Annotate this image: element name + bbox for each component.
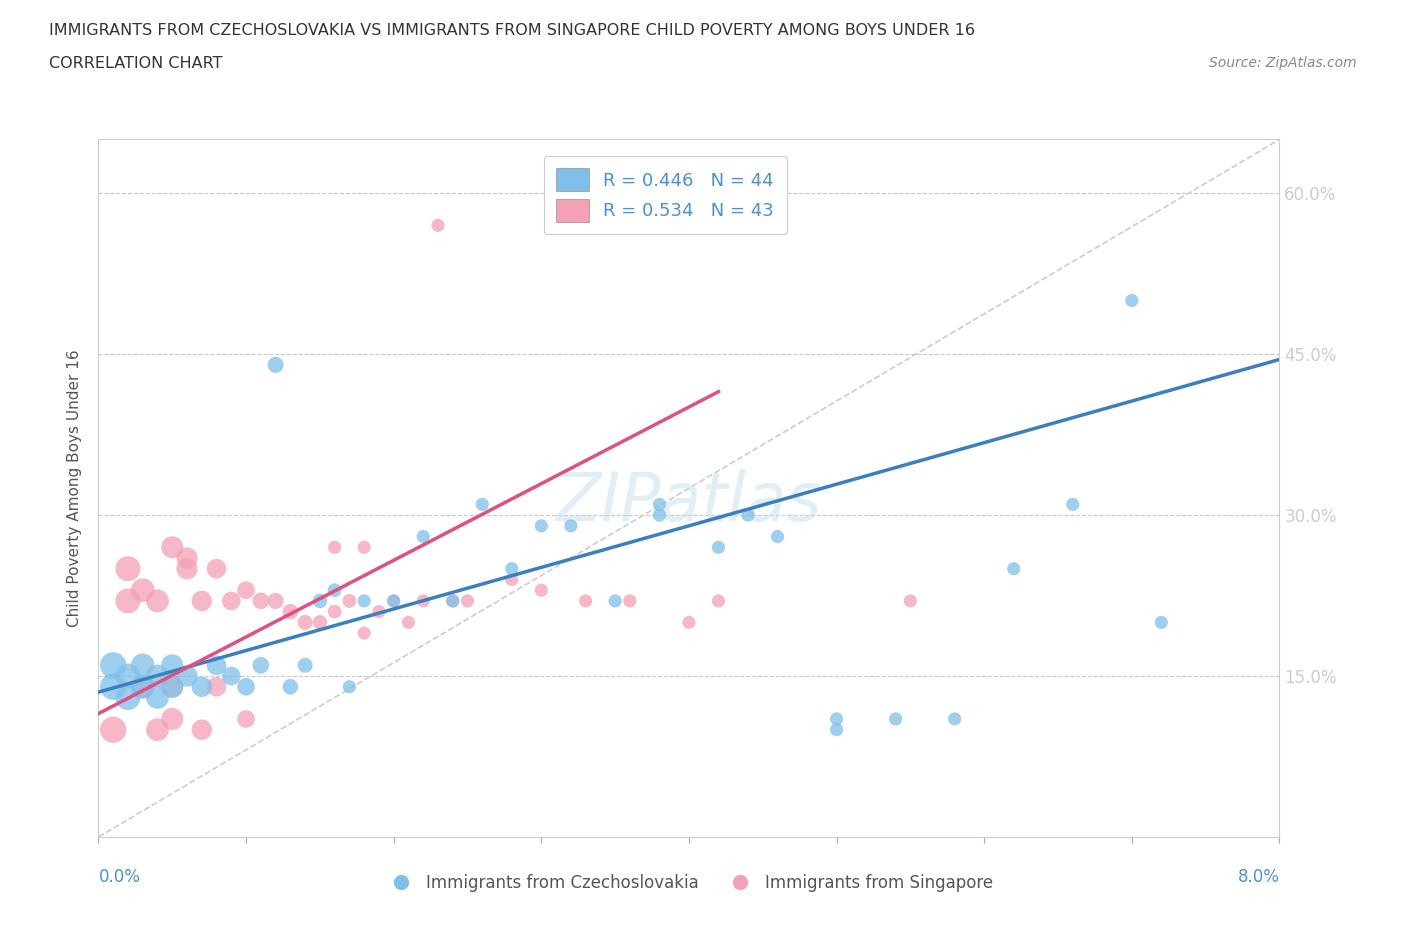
Point xyxy=(117,669,139,684)
Point xyxy=(264,357,287,372)
Point xyxy=(162,539,183,554)
Point xyxy=(707,593,730,608)
Point xyxy=(323,539,346,554)
Text: ZIPatlas: ZIPatlas xyxy=(555,470,823,535)
Point xyxy=(501,562,523,577)
Point xyxy=(426,218,449,232)
Point xyxy=(456,593,478,608)
Point xyxy=(250,593,273,608)
Point xyxy=(884,711,907,726)
Point xyxy=(117,690,139,705)
Point xyxy=(191,679,214,694)
Point xyxy=(530,518,553,533)
Point xyxy=(146,669,169,684)
Point xyxy=(1062,497,1084,512)
Text: CORRELATION CHART: CORRELATION CHART xyxy=(49,56,222,71)
Point xyxy=(103,679,125,694)
Point xyxy=(162,679,183,694)
Point xyxy=(162,711,183,726)
Point xyxy=(648,508,671,523)
Point xyxy=(191,593,214,608)
Point xyxy=(132,679,155,694)
Point xyxy=(132,583,155,598)
Point xyxy=(382,593,405,608)
Point xyxy=(412,529,434,544)
Point xyxy=(337,593,360,608)
Point xyxy=(235,679,257,694)
Point xyxy=(205,562,228,577)
Point xyxy=(1002,562,1025,577)
Point xyxy=(162,658,183,672)
Point xyxy=(560,518,582,533)
Point xyxy=(943,711,966,726)
Point xyxy=(825,711,848,726)
Point xyxy=(250,658,273,672)
Y-axis label: Child Poverty Among Boys Under 16: Child Poverty Among Boys Under 16 xyxy=(67,350,83,627)
Point xyxy=(323,604,346,619)
Point xyxy=(353,626,375,641)
Point xyxy=(278,604,302,619)
Point xyxy=(441,593,464,608)
Text: IMMIGRANTS FROM CZECHOSLOVAKIA VS IMMIGRANTS FROM SINGAPORE CHILD POVERTY AMONG : IMMIGRANTS FROM CZECHOSLOVAKIA VS IMMIGR… xyxy=(49,23,976,38)
Point xyxy=(146,593,169,608)
Point xyxy=(501,572,523,587)
Point xyxy=(205,658,228,672)
Point xyxy=(294,658,316,672)
Point xyxy=(264,593,287,608)
Point xyxy=(308,615,332,630)
Point xyxy=(441,593,464,608)
Point xyxy=(619,593,641,608)
Point xyxy=(337,679,360,694)
Point xyxy=(162,679,183,694)
Point xyxy=(176,562,198,577)
Point xyxy=(648,497,671,512)
Point xyxy=(191,723,214,737)
Point xyxy=(353,539,375,554)
Point xyxy=(278,679,302,694)
Point xyxy=(117,562,139,577)
Point xyxy=(103,723,125,737)
Point xyxy=(412,593,434,608)
Point xyxy=(235,583,257,598)
Point xyxy=(308,593,332,608)
Point xyxy=(117,593,139,608)
Point xyxy=(146,690,169,705)
Point xyxy=(396,615,419,630)
Point xyxy=(219,669,242,684)
Point xyxy=(1121,293,1143,308)
Point xyxy=(294,615,316,630)
Point xyxy=(900,593,922,608)
Point xyxy=(205,679,228,694)
Legend: Immigrants from Czechoslovakia, Immigrants from Singapore: Immigrants from Czechoslovakia, Immigran… xyxy=(378,867,1000,898)
Point xyxy=(382,593,405,608)
Point xyxy=(353,593,375,608)
Point xyxy=(825,723,848,737)
Point xyxy=(737,508,759,523)
Point xyxy=(132,679,155,694)
Point xyxy=(323,583,346,598)
Point xyxy=(574,593,596,608)
Point xyxy=(176,669,198,684)
Text: Source: ZipAtlas.com: Source: ZipAtlas.com xyxy=(1209,56,1357,70)
Point xyxy=(132,658,155,672)
Point xyxy=(530,583,553,598)
Point xyxy=(103,658,125,672)
Point xyxy=(678,615,700,630)
Point xyxy=(176,551,198,565)
Point xyxy=(146,723,169,737)
Text: 8.0%: 8.0% xyxy=(1237,869,1279,886)
Text: 0.0%: 0.0% xyxy=(98,869,141,886)
Point xyxy=(367,604,389,619)
Point xyxy=(471,497,494,512)
Point xyxy=(1150,615,1173,630)
Point xyxy=(707,539,730,554)
Point xyxy=(235,711,257,726)
Point xyxy=(766,529,789,544)
Point xyxy=(605,593,627,608)
Point xyxy=(219,593,242,608)
